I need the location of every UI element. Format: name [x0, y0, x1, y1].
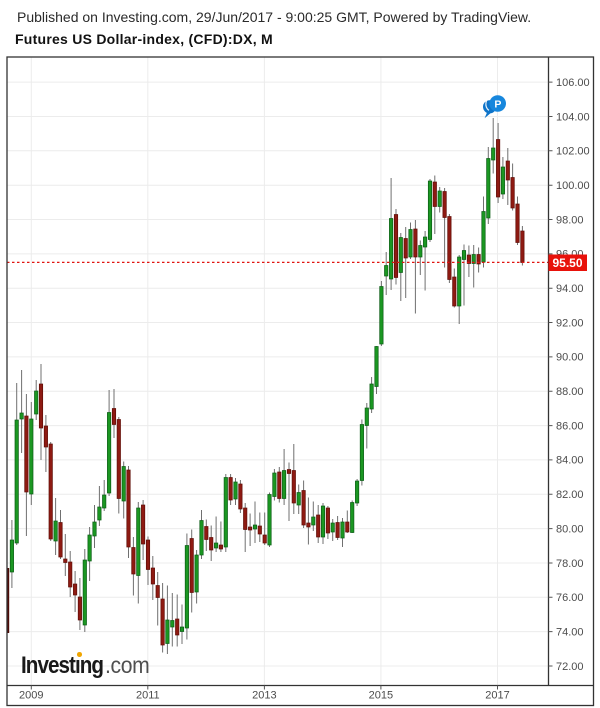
svg-text:100.00: 100.00 — [556, 180, 590, 192]
svg-text:88.00: 88.00 — [556, 386, 584, 398]
svg-text:72.00: 72.00 — [556, 661, 584, 673]
svg-text:86.00: 86.00 — [556, 420, 584, 432]
svg-text:98.00: 98.00 — [556, 214, 584, 226]
svg-text:84.00: 84.00 — [556, 455, 584, 467]
svg-text:2011: 2011 — [136, 690, 160, 702]
svg-text:104.00: 104.00 — [556, 111, 590, 123]
svg-text:74.00: 74.00 — [556, 626, 584, 638]
svg-text:82.00: 82.00 — [556, 489, 584, 501]
svg-text:78.00: 78.00 — [556, 558, 584, 570]
svg-text:2015: 2015 — [369, 690, 393, 702]
svg-text:80.00: 80.00 — [556, 523, 584, 535]
svg-text:106.00: 106.00 — [556, 77, 590, 89]
svg-text:2013: 2013 — [252, 690, 276, 702]
svg-text:2017: 2017 — [485, 690, 509, 702]
svg-text:102.00: 102.00 — [556, 146, 590, 158]
svg-text:95.50: 95.50 — [552, 256, 582, 270]
svg-text:2009: 2009 — [19, 690, 43, 702]
svg-text:90.00: 90.00 — [556, 352, 584, 364]
svg-text:76.00: 76.00 — [556, 592, 584, 604]
svg-text:92.00: 92.00 — [556, 317, 584, 329]
svg-text:P: P — [494, 98, 501, 110]
svg-text:94.00: 94.00 — [556, 283, 584, 295]
